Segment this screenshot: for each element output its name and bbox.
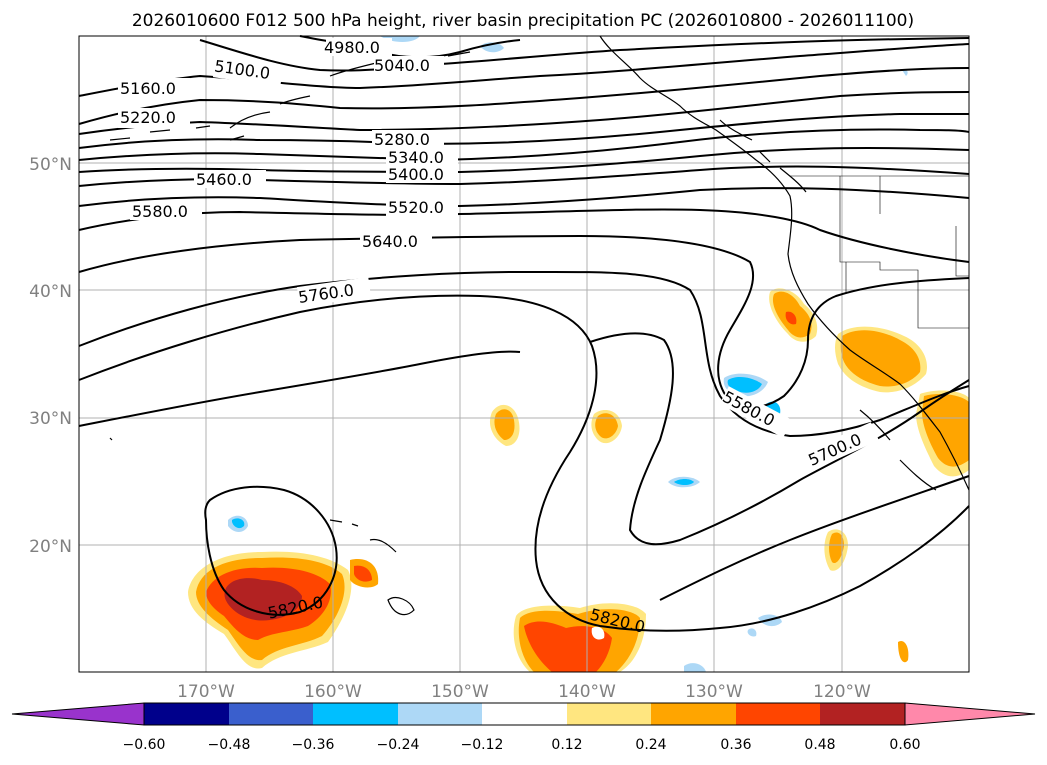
colorbar-extend-left — [11, 702, 145, 726]
map-frame — [78, 35, 970, 673]
contour-label-5040: 5040.0 — [374, 56, 430, 75]
colorbar-tick: 0.24 — [635, 737, 666, 753]
lon-label-140w: 140°W — [558, 682, 616, 702]
contour-label-5520: 5520.0 — [388, 198, 444, 217]
coastlines — [109, 35, 970, 616]
lon-label-150w: 150°W — [431, 682, 489, 702]
colorbar-segment-3 — [313, 703, 398, 725]
lon-label-130w: 130°W — [685, 682, 743, 702]
contour-label-5220: 5220.0 — [120, 108, 176, 127]
latitude-labels: 50°N 40°N 30°N 20°N — [29, 155, 72, 557]
colorbar-tick: −0.12 — [461, 737, 504, 753]
contour-label-5160: 5160.0 — [120, 79, 176, 98]
colorbar-segment-6 — [567, 703, 651, 725]
contour-label-5640: 5640.0 — [362, 232, 418, 251]
colorbar-tick: −0.48 — [208, 737, 251, 753]
colorbar-segment-7 — [651, 703, 736, 725]
colorbar-segment-1 — [144, 703, 229, 725]
precipitation-shading — [188, 36, 969, 672]
colorbar: −0.60 −0.48 −0.36 −0.24 −0.12 0.12 0.24 … — [11, 702, 1036, 753]
contour-label-5460: 5460.0 — [196, 170, 252, 189]
contour-label-5400: 5400.0 — [388, 165, 444, 184]
colorbar-segment-5 — [482, 703, 567, 725]
lat-label-50n: 50°N — [29, 155, 72, 175]
colorbar-segment-8 — [736, 703, 820, 725]
political-borders — [790, 175, 969, 329]
colorbar-tick: 0.60 — [889, 737, 920, 753]
lon-label-170w: 170°W — [177, 682, 235, 702]
colorbar-tick: 0.36 — [720, 737, 751, 753]
colorbar-tick: −0.24 — [377, 737, 420, 753]
height-contours — [78, 35, 970, 632]
contour-labels: 4980.0 5040.0 5100.0 5160.0 5220.0 5280.… — [118, 38, 879, 637]
contour-label-5340: 5340.0 — [388, 148, 444, 167]
figure-title: 2026010600 F012 500 hPa height, river ba… — [132, 11, 914, 31]
colorbar-segment-4 — [398, 703, 482, 725]
longitude-labels: 170°W 160°W 150°W 140°W 130°W 120°W — [177, 682, 871, 702]
colorbar-tick: −0.60 — [123, 737, 166, 753]
colorbar-segment-9 — [820, 703, 905, 725]
lat-label-30n: 30°N — [29, 409, 72, 429]
colorbar-tick: 0.12 — [551, 737, 582, 753]
lon-label-160w: 160°W — [304, 682, 362, 702]
map-panel: 4980.0 5040.0 5100.0 5160.0 5220.0 5280.… — [78, 35, 970, 673]
lat-label-40n: 40°N — [29, 282, 72, 302]
colorbar-ticks: −0.60 −0.48 −0.36 −0.24 −0.12 0.12 0.24 … — [123, 737, 921, 753]
colorbar-tick: 0.48 — [804, 737, 835, 753]
colorbar-tick: −0.36 — [292, 737, 335, 753]
contour-label-4980: 4980.0 — [324, 38, 380, 57]
gridlines — [79, 36, 969, 672]
contour-label-5280: 5280.0 — [374, 130, 430, 149]
colorbar-segment-2 — [229, 703, 313, 725]
lat-label-20n: 20°N — [29, 537, 72, 557]
lon-label-120w: 120°W — [813, 682, 871, 702]
colorbar-extend-right — [904, 702, 1036, 726]
contour-label-5580-north: 5580.0 — [132, 202, 188, 221]
